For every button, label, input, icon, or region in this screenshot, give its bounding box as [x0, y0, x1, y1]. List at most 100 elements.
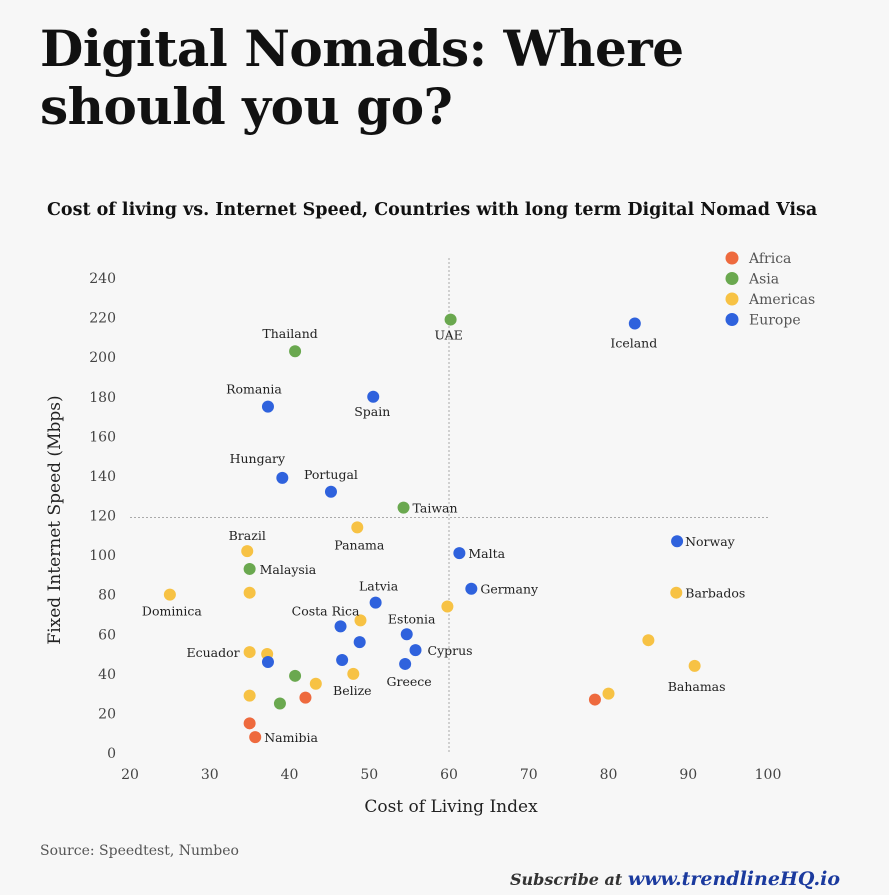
y-tick-label: 80	[98, 588, 116, 604]
legend-label-europe: Europe	[749, 313, 801, 329]
point-europe-costa-rica[interactable]	[334, 620, 347, 633]
x-tick-label: 90	[679, 767, 697, 783]
y-tick-label: 60	[98, 627, 116, 643]
point-labels: Namibia UAE Thailand Taiwan Malaysia Panama Br…	[142, 326, 745, 745]
point-asia-malaysia[interactable]	[243, 562, 256, 575]
point-label-cyprus: Cyprus	[428, 643, 473, 658]
point-europe-romania[interactable]	[261, 400, 274, 413]
x-tick-label: 50	[360, 767, 378, 783]
point-asia-point[interactable]	[273, 697, 286, 710]
point-africa-point[interactable]	[299, 691, 312, 704]
point-asia-point[interactable]	[289, 669, 302, 682]
source-note: Source: Speedtest, Numbeo	[40, 843, 239, 859]
x-axis-ticks: 20 30 40 50 60 70 80 90 100	[121, 767, 781, 783]
y-axis-ticks: 0 20 40 60 80 100 120 140 160 180 200 220 240	[89, 271, 116, 762]
point-label-belize: Belize	[333, 683, 372, 698]
point-label-thailand: Thailand	[262, 326, 317, 341]
point-label-greece: Greece	[387, 674, 432, 689]
point-americas-point[interactable]	[354, 614, 367, 627]
y-tick-label: 120	[89, 509, 116, 525]
subscribe-prefix: Subscribe at	[509, 870, 623, 889]
point-europe-point[interactable]	[261, 655, 274, 668]
point-europe-portugal[interactable]	[324, 485, 337, 498]
point-europe-point[interactable]	[353, 636, 366, 649]
x-tick-label: 20	[121, 767, 139, 783]
point-americas-point[interactable]	[642, 634, 655, 647]
point-label-barbados: Barbados	[685, 586, 745, 601]
point-asia-taiwan[interactable]	[397, 501, 410, 514]
point-label-spain: Spain	[354, 404, 390, 419]
point-americas-brazil[interactable]	[241, 545, 254, 558]
point-europe-malta[interactable]	[453, 547, 466, 560]
point-americas-point[interactable]	[243, 689, 256, 702]
legend-marker-asia	[725, 272, 739, 285]
point-asia-thailand[interactable]	[289, 345, 302, 358]
legend-marker-europe	[725, 313, 739, 326]
point-europe-point[interactable]	[336, 653, 349, 666]
y-axis-title: Fixed Internet Speed (Mbps)	[45, 395, 65, 644]
data-points	[163, 313, 701, 744]
point-africa-namibia[interactable]	[249, 731, 262, 744]
point-africa-point[interactable]	[243, 717, 256, 730]
y-tick-label: 140	[89, 469, 116, 485]
point-label-malta: Malta	[468, 546, 505, 561]
point-americas-dominica[interactable]	[163, 588, 176, 601]
legend-label-asia: Asia	[748, 272, 779, 288]
x-tick-label: 30	[201, 767, 219, 783]
point-label-bahamas: Bahamas	[668, 679, 726, 694]
point-asia-uae[interactable]	[444, 313, 457, 326]
reference-lines	[130, 258, 768, 753]
point-label-iceland: Iceland	[610, 336, 657, 351]
point-europe-latvia[interactable]	[369, 596, 382, 609]
point-africa-point[interactable]	[588, 693, 601, 706]
point-label-germany: Germany	[480, 582, 539, 597]
point-label-taiwan: Taiwan	[413, 501, 458, 516]
point-americas-bahamas[interactable]	[688, 659, 701, 672]
point-europe-germany[interactable]	[465, 582, 478, 595]
point-europe-hungary[interactable]	[276, 471, 289, 484]
point-americas-point[interactable]	[441, 600, 454, 613]
point-europe-iceland[interactable]	[628, 317, 641, 330]
x-tick-label: 100	[755, 767, 782, 783]
y-tick-label: 20	[98, 706, 116, 722]
point-label-portugal: Portugal	[304, 467, 358, 482]
point-americas-point[interactable]	[602, 687, 615, 700]
y-tick-label: 160	[89, 429, 116, 445]
point-americas-barbados[interactable]	[670, 586, 683, 599]
subscribe-link[interactable]: www.trendlineHQ.io	[627, 868, 840, 890]
point-europe-estonia[interactable]	[400, 628, 413, 641]
x-axis-title: Cost of Living Index	[364, 797, 538, 817]
point-label-ecuador: Ecuador	[186, 645, 239, 660]
point-label-romania: Romania	[226, 382, 282, 397]
y-tick-label: 40	[98, 667, 116, 683]
point-label-brazil: Brazil	[229, 528, 266, 543]
point-americas-point[interactable]	[243, 586, 256, 599]
point-label-estonia: Estonia	[388, 611, 436, 626]
chart-subtitle: Cost of living vs. Internet Speed, Count…	[47, 200, 818, 220]
point-europe-norway[interactable]	[671, 535, 684, 548]
legend-marker-americas	[725, 292, 739, 306]
point-americas-panama[interactable]	[351, 521, 364, 534]
y-tick-label: 220	[89, 311, 116, 327]
point-americas-ecuador[interactable]	[243, 646, 256, 659]
point-americas-belize[interactable]	[347, 667, 360, 680]
chart-legend: Africa Asia Americas Europe	[725, 251, 815, 329]
point-europe-cyprus[interactable]	[409, 644, 422, 657]
point-americas-point[interactable]	[309, 677, 322, 690]
x-tick-label: 70	[520, 767, 538, 783]
x-tick-label: 60	[440, 767, 458, 783]
y-tick-label: 0	[107, 746, 116, 762]
page-title: Digital Nomads: Where should you go?	[40, 19, 684, 136]
legend-label-americas: Americas	[748, 292, 815, 308]
x-tick-label: 80	[600, 767, 618, 783]
point-label-uae: UAE	[434, 328, 462, 343]
point-label-dominica: Dominica	[142, 604, 202, 619]
point-europe-greece[interactable]	[399, 657, 412, 670]
y-tick-label: 200	[89, 350, 116, 366]
subscribe-line: Subscribe at www.trendlineHQ.io	[510, 868, 840, 890]
point-label-norway: Norway	[685, 534, 736, 549]
point-europe-spain[interactable]	[367, 390, 380, 403]
point-label-namibia: Namibia	[264, 730, 318, 745]
legend-marker-africa	[725, 251, 739, 265]
